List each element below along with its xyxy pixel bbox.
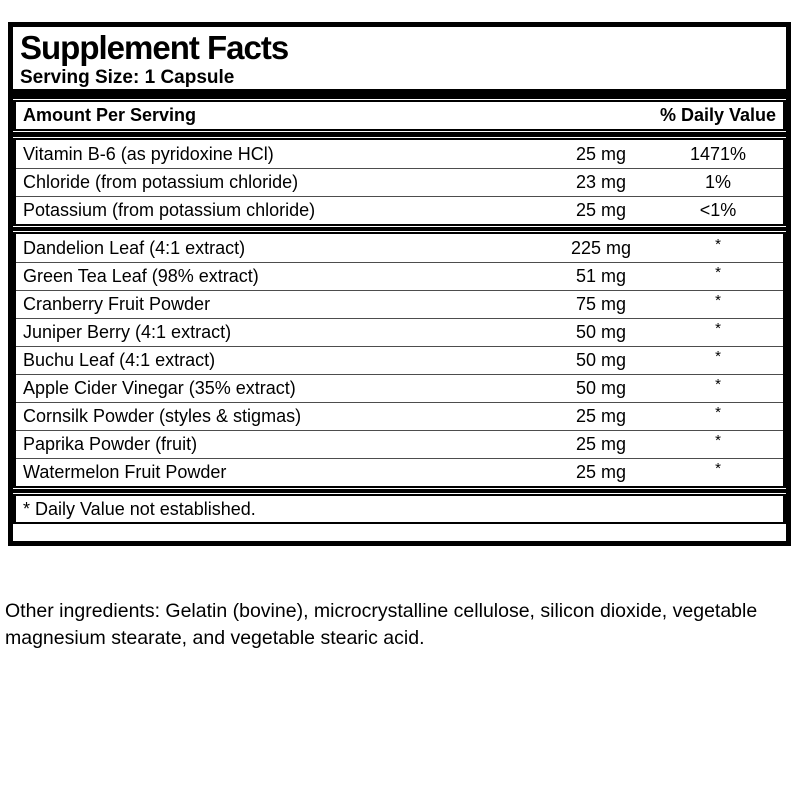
- other-ingredients-text: Other ingredients: Gelatin (bovine), mic…: [5, 599, 758, 649]
- nutrient-rows-group: Vitamin B-6 (as pyridoxine HCl) 25 mg 14…: [13, 138, 786, 226]
- ingredient-row: Paprika Powder (fruit) 25 mg *: [16, 430, 783, 458]
- ingredient-daily-value: *: [715, 320, 721, 337]
- ingredient-row: Chloride (from potassium chloride) 23 mg…: [16, 168, 783, 196]
- ingredient-daily-value: *: [715, 404, 721, 421]
- footnote-divider-bar: [13, 489, 786, 493]
- percent-daily-value-header: % Daily Value: [659, 105, 776, 125]
- title-section: Supplement Facts Serving Size: 1 Capsule: [13, 27, 786, 89]
- ingredient-name: Vitamin B-6 (as pyridoxine HCl): [23, 143, 274, 164]
- ingredient-amount: 225 mg: [570, 237, 632, 258]
- ingredient-daily-value: *: [715, 348, 721, 365]
- ingredient-row: Dandelion Leaf (4:1 extract) 225 mg *: [16, 234, 783, 262]
- herbal-rows-group: Dandelion Leaf (4:1 extract) 225 mg * Gr…: [13, 232, 786, 488]
- ingredient-name: Cornsilk Powder (styles & stigmas): [23, 406, 302, 426]
- ingredient-daily-value: *: [715, 264, 721, 281]
- column-header-box: Amount Per Serving % Daily Value: [13, 100, 786, 131]
- ingredient-name: Apple Cider Vinegar (35% extract): [23, 378, 296, 398]
- ingredient-amount: 25 mg: [575, 200, 627, 220]
- ingredient-name: Paprika Powder (fruit): [23, 434, 198, 454]
- ingredient-daily-value: *: [715, 292, 721, 309]
- ingredient-daily-value: *: [715, 460, 721, 477]
- footnote-box: * Daily Value not established.: [13, 494, 786, 524]
- ingredient-name: Juniper Berry (4:1 extract): [23, 322, 232, 342]
- ingredient-amount: 25 mg: [575, 143, 627, 164]
- ingredient-name: Chloride (from potassium chloride): [23, 172, 299, 192]
- ingredient-name: Dandelion Leaf (4:1 extract): [23, 237, 246, 258]
- ingredient-daily-value: *: [715, 376, 721, 393]
- ingredient-row: Juniper Berry (4:1 extract) 50 mg *: [16, 318, 783, 346]
- ingredient-amount: 50 mg: [575, 322, 627, 342]
- thick-divider-bar: [13, 89, 786, 99]
- supplement-facts-title: Supplement Facts: [20, 29, 289, 66]
- ingredient-daily-value: *: [715, 235, 721, 253]
- ingredient-amount: 50 mg: [575, 378, 627, 398]
- ingredient-amount: 25 mg: [575, 434, 627, 454]
- ingredient-row: Cranberry Fruit Powder 75 mg *: [16, 290, 783, 318]
- ingredient-name: Green Tea Leaf (98% extract): [23, 266, 259, 286]
- medium-divider-bar: [13, 132, 786, 137]
- ingredient-row: Potassium (from potassium chloride) 25 m…: [16, 196, 783, 224]
- ingredient-row: Cornsilk Powder (styles & stigmas) 25 mg…: [16, 402, 783, 430]
- ingredient-daily-value: 1471%: [689, 143, 747, 164]
- ingredient-daily-value: *: [715, 432, 721, 449]
- ingredient-daily-value: 1%: [704, 172, 731, 192]
- ingredient-name: Cranberry Fruit Powder: [23, 294, 211, 314]
- ingredient-row: Watermelon Fruit Powder 25 mg *: [16, 458, 783, 486]
- column-header-row: Amount Per Serving % Daily Value: [16, 102, 783, 129]
- ingredient-amount: 25 mg: [575, 406, 627, 426]
- ingredient-amount: 50 mg: [575, 350, 627, 370]
- ingredient-amount: 25 mg: [575, 462, 627, 482]
- ingredient-amount: 51 mg: [575, 266, 627, 286]
- supplement-facts-panel: Supplement Facts Serving Size: 1 Capsule…: [8, 22, 791, 546]
- ingredient-row: Apple Cider Vinegar (35% extract) 50 mg …: [16, 374, 783, 402]
- ingredient-amount: 23 mg: [575, 172, 627, 192]
- amount-per-serving-header: Amount Per Serving: [23, 105, 197, 125]
- serving-size-text: Serving Size: 1 Capsule: [20, 67, 235, 88]
- ingredient-name: Potassium (from potassium chloride): [23, 200, 316, 220]
- ingredient-row: Green Tea Leaf (98% extract) 51 mg *: [16, 262, 783, 290]
- ingredient-daily-value: <1%: [699, 200, 737, 220]
- ingredient-name: Watermelon Fruit Powder: [23, 462, 227, 482]
- ingredient-row: Vitamin B-6 (as pyridoxine HCl) 25 mg 14…: [16, 140, 783, 168]
- daily-value-footnote: * Daily Value not established.: [23, 498, 256, 519]
- ingredient-row: Buchu Leaf (4:1 extract) 50 mg *: [16, 346, 783, 374]
- group-divider-bar: [13, 227, 786, 231]
- ingredient-amount: 75 mg: [575, 294, 627, 314]
- ingredient-name: Buchu Leaf (4:1 extract): [23, 350, 216, 370]
